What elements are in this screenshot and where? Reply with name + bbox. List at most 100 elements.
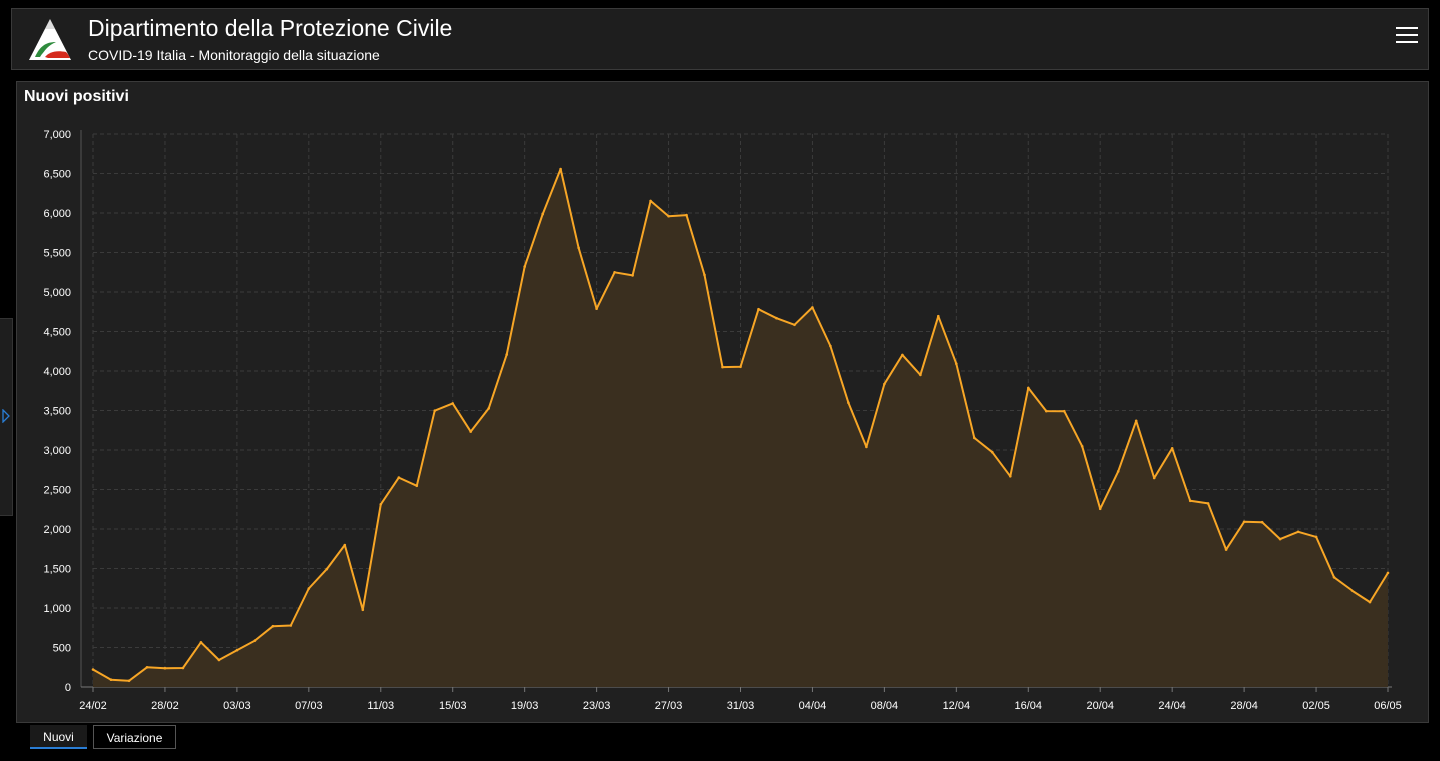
series-area — [93, 169, 1388, 687]
data-point — [1332, 576, 1336, 579]
data-point — [577, 246, 580, 250]
x-tick-label: 23/03 — [583, 700, 611, 712]
x-tick-label: 12/04 — [943, 700, 971, 712]
data-point — [127, 679, 131, 683]
data-point — [379, 503, 383, 506]
data-point — [271, 624, 275, 628]
x-tick-label: 19/03 — [511, 700, 539, 712]
x-tick-label: 08/04 — [871, 700, 899, 712]
y-tick-label: 6,000 — [43, 208, 71, 220]
data-point — [307, 587, 311, 590]
data-point — [1170, 447, 1174, 450]
x-tick-label: 07/03 — [295, 700, 323, 712]
y-tick-label: 500 — [53, 643, 71, 655]
data-point — [559, 167, 562, 171]
data-point — [901, 353, 904, 357]
data-point — [433, 409, 437, 413]
data-point — [739, 365, 742, 369]
y-tick-label: 6,500 — [43, 169, 71, 181]
data-point — [1080, 445, 1084, 448]
hamburger-menu-icon[interactable] — [1396, 27, 1418, 49]
y-tick-label: 5,000 — [43, 287, 71, 299]
x-tick-label: 27/03 — [655, 700, 683, 712]
data-point — [1027, 386, 1030, 390]
chevron-right-icon — [2, 409, 10, 423]
data-point — [397, 476, 401, 479]
side-panel-toggle[interactable] — [0, 318, 13, 516]
data-point — [937, 314, 940, 318]
data-point — [991, 450, 994, 454]
x-tick-label: 06/05 — [1374, 700, 1402, 712]
data-point — [1134, 419, 1138, 423]
data-point — [253, 639, 257, 642]
y-tick-label: 1,000 — [43, 603, 71, 615]
data-point — [1314, 535, 1318, 539]
new-positives-chart: 0 500 1,000 1,500 2,000 2,500 3,000 3,500 4,000 4… — [43, 129, 1402, 712]
data-point — [541, 212, 544, 216]
protezione-civile-logo-icon[interactable] — [26, 16, 74, 64]
data-point — [793, 323, 796, 327]
data-point — [1098, 507, 1102, 511]
x-tick-label: 11/03 — [367, 700, 394, 712]
data-point — [595, 307, 598, 310]
data-point — [1188, 499, 1192, 503]
data-point — [1350, 589, 1354, 592]
app-title: Dipartimento della Protezione Civile — [88, 15, 453, 41]
data-point — [181, 666, 185, 670]
data-point — [757, 307, 760, 311]
data-point — [1296, 530, 1300, 534]
tab-nuovi[interactable]: Nuovi — [30, 725, 87, 749]
data-point — [865, 445, 868, 449]
tab-variazione[interactable]: Variazione — [93, 725, 176, 749]
data-point — [1009, 475, 1012, 478]
y-tick-label: 3,500 — [43, 406, 71, 418]
y-tick-label: 4,500 — [43, 327, 71, 339]
data-point — [1386, 571, 1390, 575]
x-tick-label: 28/04 — [1230, 700, 1258, 712]
data-point — [451, 402, 455, 405]
data-point — [1152, 476, 1156, 480]
x-tick-label: 15/03 — [439, 700, 467, 712]
y-tick-label: 2,000 — [43, 524, 71, 536]
data-point — [325, 567, 329, 571]
data-point — [685, 213, 688, 217]
data-point — [631, 274, 634, 277]
data-point — [829, 344, 832, 348]
x-tick-label: 20/04 — [1086, 700, 1114, 712]
x-tick-label: 28/02 — [151, 700, 179, 712]
data-point — [523, 265, 526, 268]
y-tick-label: 2,500 — [43, 485, 71, 497]
data-point — [847, 401, 850, 405]
y-tick-label: 3,000 — [43, 445, 71, 457]
y-tick-label: 0 — [65, 682, 71, 694]
app-header: Dipartimento della Protezione Civile COV… — [11, 8, 1429, 70]
x-tick-label: 24/02 — [79, 700, 107, 712]
data-point — [1242, 520, 1246, 524]
y-tick-label: 5,500 — [43, 248, 71, 260]
data-point — [1063, 409, 1066, 413]
y-tick-label: 1,500 — [43, 564, 71, 576]
data-point — [361, 608, 365, 612]
data-point — [199, 641, 203, 644]
chart-title: Nuovi positivi — [24, 88, 129, 105]
chart-panel: Nuovi positivi 0 500 1,000 1,500 2,000 2,500 3… — [16, 81, 1429, 723]
x-tick-label: 24/04 — [1158, 700, 1186, 712]
data-point — [919, 373, 922, 377]
data-point — [343, 543, 347, 547]
data-point — [1116, 470, 1120, 473]
data-point — [973, 436, 976, 440]
data-point — [217, 658, 221, 662]
data-point — [613, 271, 616, 274]
data-point — [415, 484, 419, 488]
x-tick-label: 16/04 — [1015, 700, 1043, 712]
x-tick-label: 03/03 — [223, 700, 251, 712]
data-point — [775, 316, 778, 320]
data-point — [649, 199, 652, 203]
data-point — [955, 362, 958, 366]
x-tick-label: 04/04 — [799, 700, 827, 712]
data-point — [1368, 600, 1372, 604]
data-point — [487, 407, 491, 410]
app-subtitle: COVID-19 Italia - Monitoraggio della sit… — [88, 47, 380, 63]
data-point — [1206, 502, 1210, 505]
data-point — [469, 430, 473, 433]
